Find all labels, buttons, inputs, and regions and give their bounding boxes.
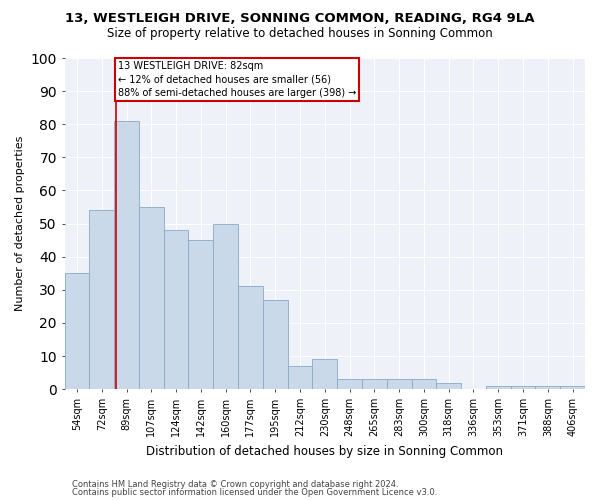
- Bar: [287, 366, 313, 389]
- Text: 13, WESTLEIGH DRIVE, SONNING COMMON, READING, RG4 9LA: 13, WESTLEIGH DRIVE, SONNING COMMON, REA…: [65, 12, 535, 26]
- Y-axis label: Number of detached properties: Number of detached properties: [15, 136, 25, 312]
- Bar: [139, 207, 164, 389]
- Text: 13 WESTLEIGH DRIVE: 82sqm
← 12% of detached houses are smaller (56)
88% of semi-: 13 WESTLEIGH DRIVE: 82sqm ← 12% of detac…: [118, 62, 356, 98]
- Text: Contains public sector information licensed under the Open Government Licence v3: Contains public sector information licen…: [72, 488, 437, 497]
- Bar: [535, 386, 560, 389]
- Bar: [362, 379, 387, 389]
- Bar: [188, 240, 213, 389]
- Bar: [560, 386, 585, 389]
- Text: Contains HM Land Registry data © Crown copyright and database right 2024.: Contains HM Land Registry data © Crown c…: [72, 480, 398, 489]
- Bar: [238, 286, 263, 389]
- Bar: [65, 273, 89, 389]
- Bar: [114, 121, 139, 389]
- Text: Size of property relative to detached houses in Sonning Common: Size of property relative to detached ho…: [107, 28, 493, 40]
- X-axis label: Distribution of detached houses by size in Sonning Common: Distribution of detached houses by size …: [146, 444, 503, 458]
- Bar: [313, 360, 337, 389]
- Bar: [387, 379, 412, 389]
- Bar: [412, 379, 436, 389]
- Bar: [436, 382, 461, 389]
- Bar: [164, 230, 188, 389]
- Bar: [89, 210, 114, 389]
- Bar: [263, 300, 287, 389]
- Bar: [511, 386, 535, 389]
- Bar: [213, 224, 238, 389]
- Bar: [337, 379, 362, 389]
- Bar: [486, 386, 511, 389]
